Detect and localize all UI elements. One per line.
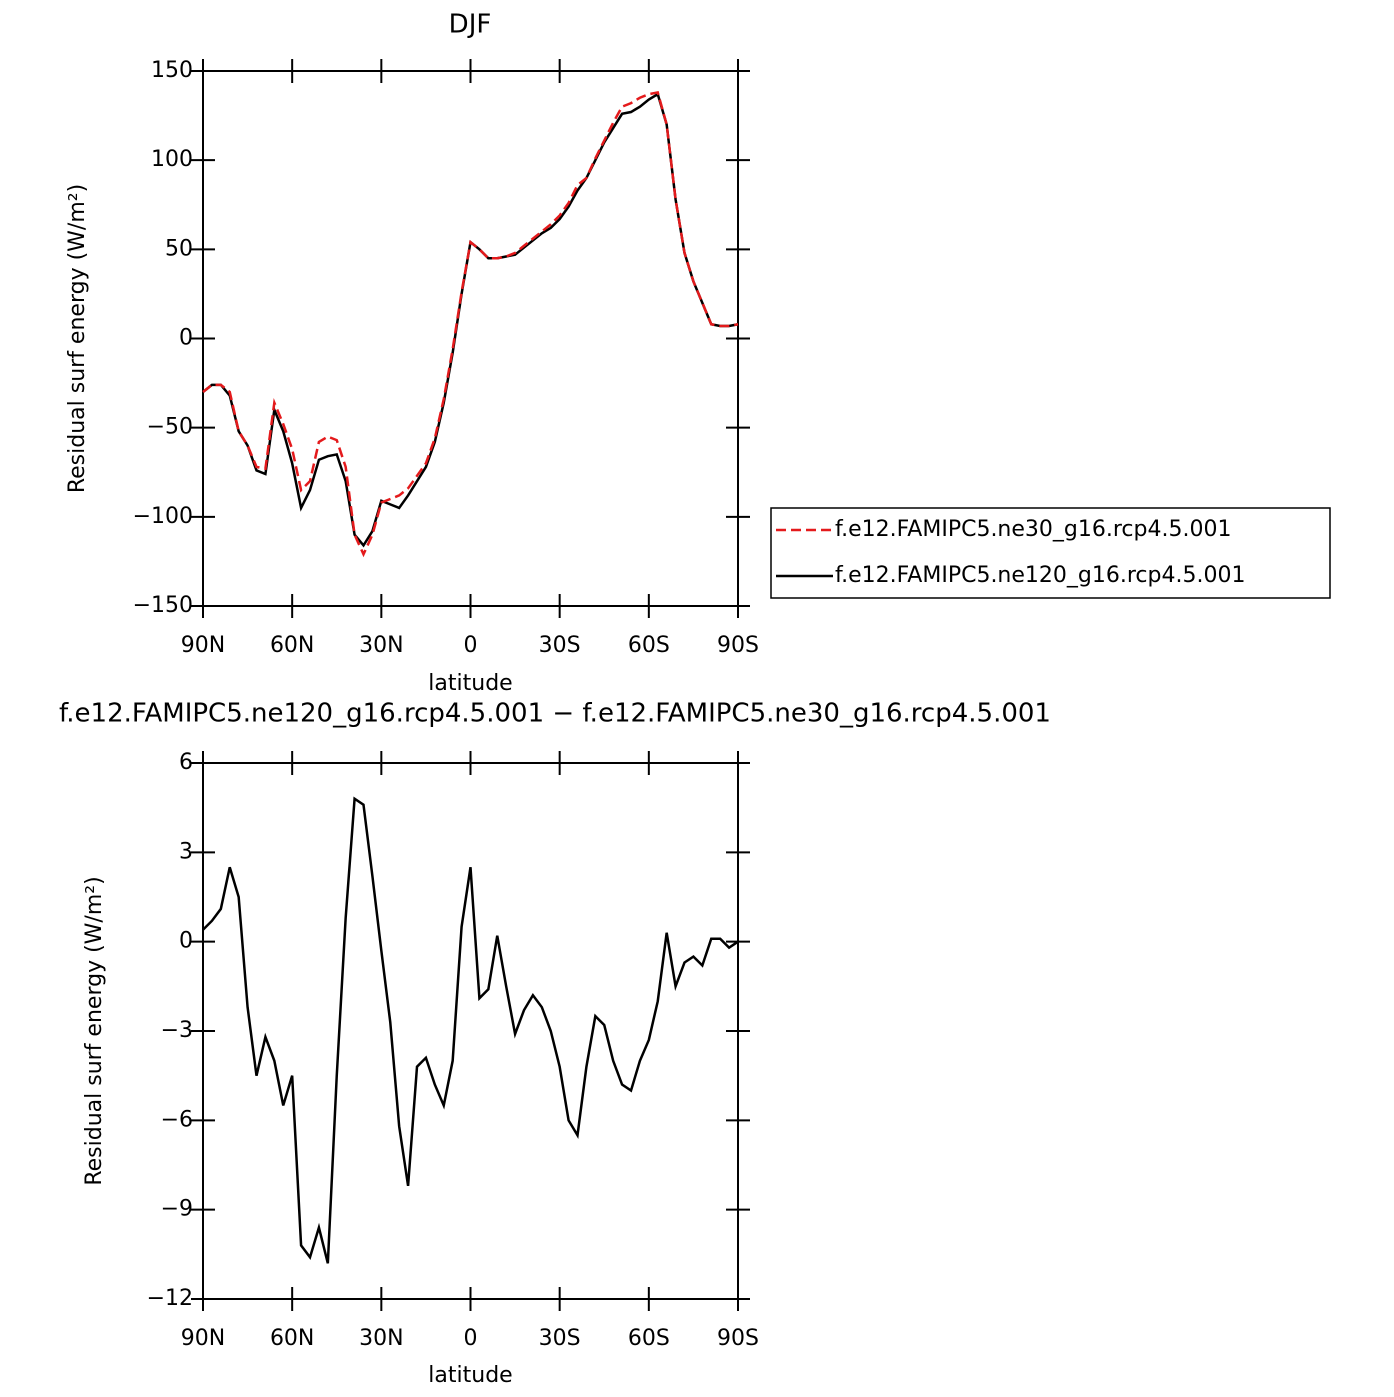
chart-title: DJF (449, 10, 492, 40)
data-line (202, 796, 739, 1264)
x-tick-label: 0 (464, 633, 478, 658)
x-tick-label: 90N (181, 633, 225, 658)
y-tick-label: −9 (161, 1197, 193, 1222)
y-tick-label: −12 (147, 1286, 193, 1311)
y-tick-label: −150 (133, 593, 193, 618)
y-tick-label: −3 (161, 1018, 193, 1043)
x-tick-label: 90N (181, 1326, 225, 1351)
x-tick-label: 0 (464, 1326, 478, 1351)
y-axis-label: Residual surf energy (W/m²) (65, 184, 90, 493)
data-line (202, 92, 739, 548)
y-tick-label: 100 (151, 147, 193, 172)
x-tick-label: 60S (628, 1326, 670, 1351)
y-tick-label: 50 (165, 236, 193, 261)
x-tick-label: 30S (539, 633, 581, 658)
y-tick-label: 6 (179, 750, 193, 775)
x-tick-label: 60S (628, 633, 670, 658)
legend-label: f.e12.FAMIPC5.ne120_g16.rcp4.5.001 (835, 563, 1245, 588)
x-axis-label: latitude (428, 1363, 512, 1388)
y-tick-label: 3 (179, 839, 193, 864)
chart-title: f.e12.FAMIPC5.ne120_g16.rcp4.5.001 − f.e… (59, 699, 1051, 729)
data-line (202, 90, 739, 558)
y-tick-label: −6 (161, 1107, 193, 1132)
y-tick-label: 150 (151, 58, 193, 83)
y-axis-label: Residual surf energy (W/m²) (82, 876, 107, 1185)
x-tick-label: 30S (539, 1326, 581, 1351)
plot-frame (202, 70, 739, 607)
legend-label: f.e12.FAMIPC5.ne30_g16.rcp4.5.001 (835, 517, 1231, 542)
x-tick-label: 90S (717, 633, 759, 658)
y-tick-label: −50 (147, 415, 193, 440)
x-axis-label: latitude (428, 671, 512, 696)
x-tick-label: 90S (717, 1326, 759, 1351)
legend-box (770, 507, 1331, 599)
y-tick-label: −100 (133, 504, 193, 529)
x-tick-label: 60N (270, 1326, 314, 1351)
y-tick-label: 0 (179, 326, 193, 351)
plot-frame (202, 762, 739, 1300)
y-tick-label: 0 (179, 929, 193, 954)
x-tick-label: 30N (359, 633, 403, 658)
x-tick-label: 60N (270, 633, 314, 658)
x-tick-label: 30N (359, 1326, 403, 1351)
